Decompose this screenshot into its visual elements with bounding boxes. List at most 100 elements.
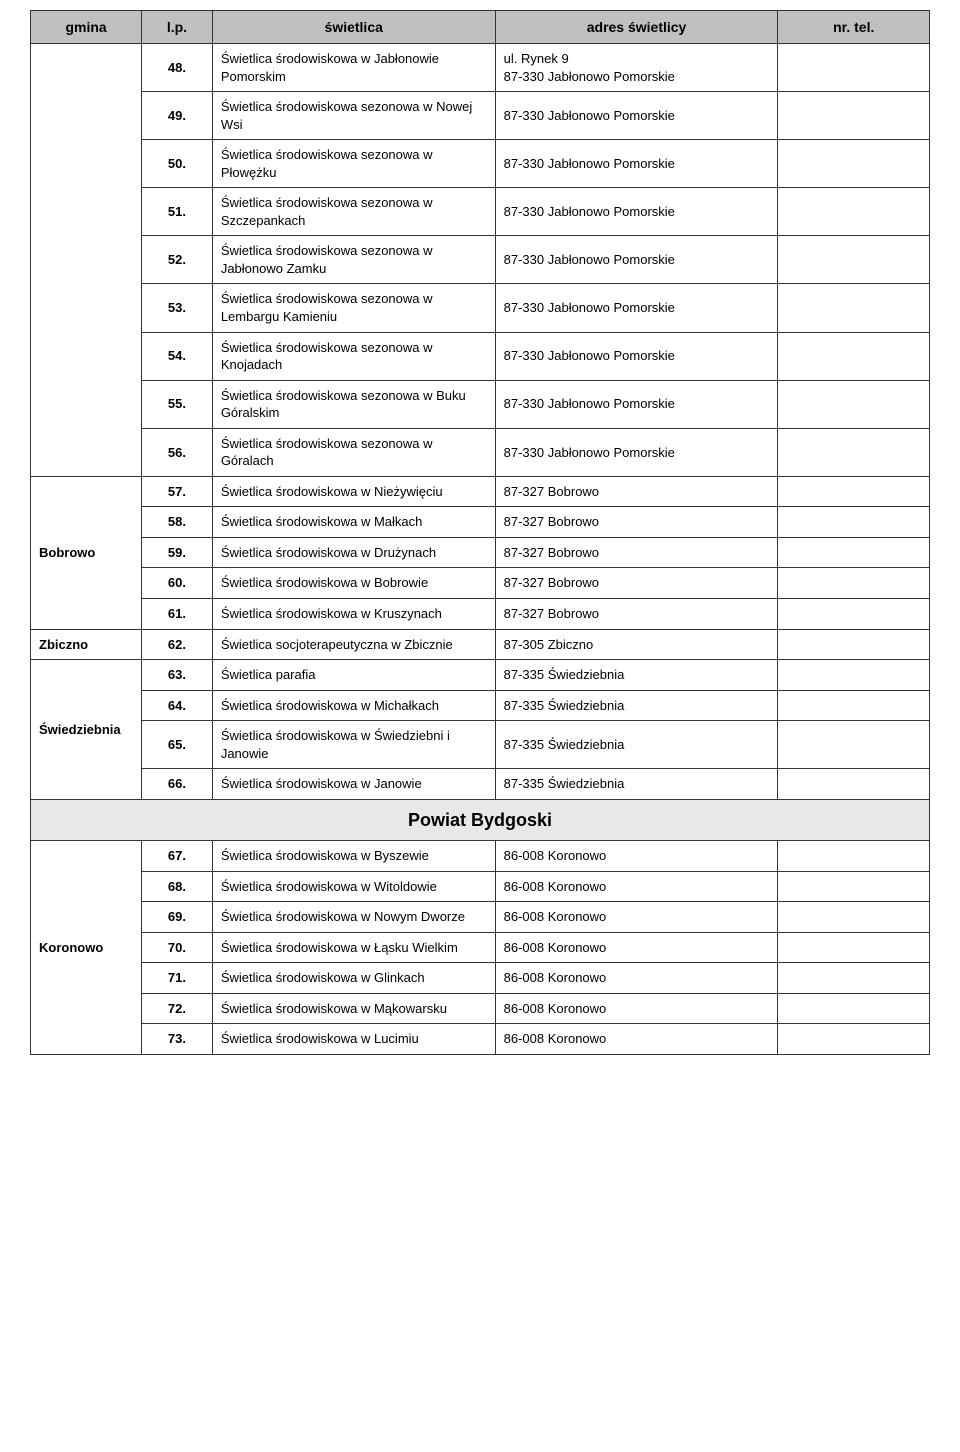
table-row: Świedziebnia63.Świetlica parafia87-335 Ś… (31, 660, 930, 691)
cell-tel (778, 993, 930, 1024)
cell-tel (778, 599, 930, 630)
cell-swietlica: Świetlica środowiskowa w Bobrowie (212, 568, 495, 599)
cell-swietlica: Świetlica środowiskowa w Byszewie (212, 841, 495, 872)
cell-swietlica: Świetlica środowiskowa w Witoldowie (212, 871, 495, 902)
table-row: 49.Świetlica środowiskowa sezonowa w Now… (31, 92, 930, 140)
cell-lp: 73. (142, 1024, 213, 1055)
cell-gmina (31, 44, 142, 477)
header-gmina: gmina (31, 11, 142, 44)
table-row: Zbiczno62.Świetlica socjoterapeutyczna w… (31, 629, 930, 660)
table-row: 68.Świetlica środowiskowa w Witoldowie86… (31, 871, 930, 902)
cell-tel (778, 841, 930, 872)
table-row: 70.Świetlica środowiskowa w Łąsku Wielki… (31, 932, 930, 963)
cell-tel (778, 140, 930, 188)
table-row: 59.Świetlica środowiskowa w Drużynach87-… (31, 537, 930, 568)
cell-lp: 50. (142, 140, 213, 188)
table-row: 56.Świetlica środowiskowa sezonowa w Gór… (31, 428, 930, 476)
cell-gmina: Zbiczno (31, 629, 142, 660)
section-header: Powiat Bydgoski (31, 799, 930, 840)
cell-tel (778, 332, 930, 380)
cell-tel (778, 963, 930, 994)
cell-swietlica: Świetlica środowiskowa sezonowa w Nowej … (212, 92, 495, 140)
cell-lp: 56. (142, 428, 213, 476)
cell-adres: ul. Rynek 9 87-330 Jabłonowo Pomorskie (495, 44, 778, 92)
cell-lp: 58. (142, 507, 213, 538)
cell-swietlica: Świetlica środowiskowa w Michałkach (212, 690, 495, 721)
cell-tel (778, 629, 930, 660)
cell-lp: 49. (142, 92, 213, 140)
cell-gmina: Bobrowo (31, 476, 142, 629)
header-adres: adres świetlicy (495, 11, 778, 44)
table-row: 50.Świetlica środowiskowa sezonowa w Pło… (31, 140, 930, 188)
cell-lp: 69. (142, 902, 213, 933)
cell-tel (778, 428, 930, 476)
cell-lp: 48. (142, 44, 213, 92)
table-row: 65.Świetlica środowiskowa w Świedziebni … (31, 721, 930, 769)
cell-adres: 87-330 Jabłonowo Pomorskie (495, 428, 778, 476)
cell-tel (778, 380, 930, 428)
table-row: 54.Świetlica środowiskowa sezonowa w Kno… (31, 332, 930, 380)
cell-adres: 87-327 Bobrowo (495, 507, 778, 538)
cell-tel (778, 932, 930, 963)
cell-tel (778, 690, 930, 721)
cell-swietlica: Świetlica środowiskowa sezonowa w Szczep… (212, 188, 495, 236)
cell-adres: 87-330 Jabłonowo Pomorskie (495, 380, 778, 428)
section-header-row: Powiat Bydgoski (31, 799, 930, 840)
cell-tel (778, 507, 930, 538)
table-row: 48.Świetlica środowiskowa w Jabłonowie P… (31, 44, 930, 92)
header-swietlica: świetlica (212, 11, 495, 44)
cell-tel (778, 284, 930, 332)
cell-adres: 87-330 Jabłonowo Pomorskie (495, 92, 778, 140)
cell-adres: 87-327 Bobrowo (495, 537, 778, 568)
cell-swietlica: Świetlica środowiskowa w Świedziebni i J… (212, 721, 495, 769)
cell-swietlica: Świetlica środowiskowa w Janowie (212, 769, 495, 800)
cell-adres: 87-335 Świedziebnia (495, 769, 778, 800)
cell-swietlica: Świetlica środowiskowa w Małkach (212, 507, 495, 538)
cell-tel (778, 660, 930, 691)
cell-lp: 63. (142, 660, 213, 691)
cell-tel (778, 236, 930, 284)
cell-swietlica: Świetlica środowiskowa sezonowa w Płowęż… (212, 140, 495, 188)
cell-swietlica: Świetlica środowiskowa w Nieżywięciu (212, 476, 495, 507)
cell-tel (778, 44, 930, 92)
cell-tel (778, 568, 930, 599)
cell-swietlica: Świetlica środowiskowa sezonowa w Lembar… (212, 284, 495, 332)
cell-swietlica: Świetlica środowiskowa sezonowa w Knojad… (212, 332, 495, 380)
table-row: 73.Świetlica środowiskowa w Lucimiu86-00… (31, 1024, 930, 1055)
cell-adres: 86-008 Koronowo (495, 932, 778, 963)
cell-adres: 87-335 Świedziebnia (495, 690, 778, 721)
cell-lp: 65. (142, 721, 213, 769)
cell-adres: 86-008 Koronowo (495, 1024, 778, 1055)
cell-lp: 64. (142, 690, 213, 721)
cell-swietlica: Świetlica środowiskowa w Drużynach (212, 537, 495, 568)
table-row: 61.Świetlica środowiskowa w Kruszynach87… (31, 599, 930, 630)
cell-adres: 87-330 Jabłonowo Pomorskie (495, 236, 778, 284)
cell-adres: 87-335 Świedziebnia (495, 721, 778, 769)
cell-lp: 51. (142, 188, 213, 236)
table-row: 55.Świetlica środowiskowa sezonowa w Buk… (31, 380, 930, 428)
cell-tel (778, 537, 930, 568)
cell-adres: 87-327 Bobrowo (495, 599, 778, 630)
table-header-row: gmina l.p. świetlica adres świetlicy nr.… (31, 11, 930, 44)
cell-swietlica: Świetlica środowiskowa w Glinkach (212, 963, 495, 994)
cell-adres: 86-008 Koronowo (495, 871, 778, 902)
cell-adres: 87-330 Jabłonowo Pomorskie (495, 140, 778, 188)
cell-tel (778, 92, 930, 140)
table-row: 51.Świetlica środowiskowa sezonowa w Szc… (31, 188, 930, 236)
cell-swietlica: Świetlica środowiskowa w Mąkowarsku (212, 993, 495, 1024)
cell-swietlica: Świetlica środowiskowa sezonowa w Górala… (212, 428, 495, 476)
cell-lp: 66. (142, 769, 213, 800)
cell-tel (778, 902, 930, 933)
cell-adres: 87-330 Jabłonowo Pomorskie (495, 188, 778, 236)
table-row: 64.Świetlica środowiskowa w Michałkach87… (31, 690, 930, 721)
table-row: Koronowo67.Świetlica środowiskowa w Bysz… (31, 841, 930, 872)
cell-lp: 59. (142, 537, 213, 568)
cell-lp: 72. (142, 993, 213, 1024)
cell-lp: 53. (142, 284, 213, 332)
cell-adres: 86-008 Koronowo (495, 902, 778, 933)
header-lp: l.p. (142, 11, 213, 44)
table-row: 53.Świetlica środowiskowa sezonowa w Lem… (31, 284, 930, 332)
cell-gmina: Świedziebnia (31, 660, 142, 800)
cell-swietlica: Świetlica socjoterapeutyczna w Zbicznie (212, 629, 495, 660)
cell-lp: 57. (142, 476, 213, 507)
